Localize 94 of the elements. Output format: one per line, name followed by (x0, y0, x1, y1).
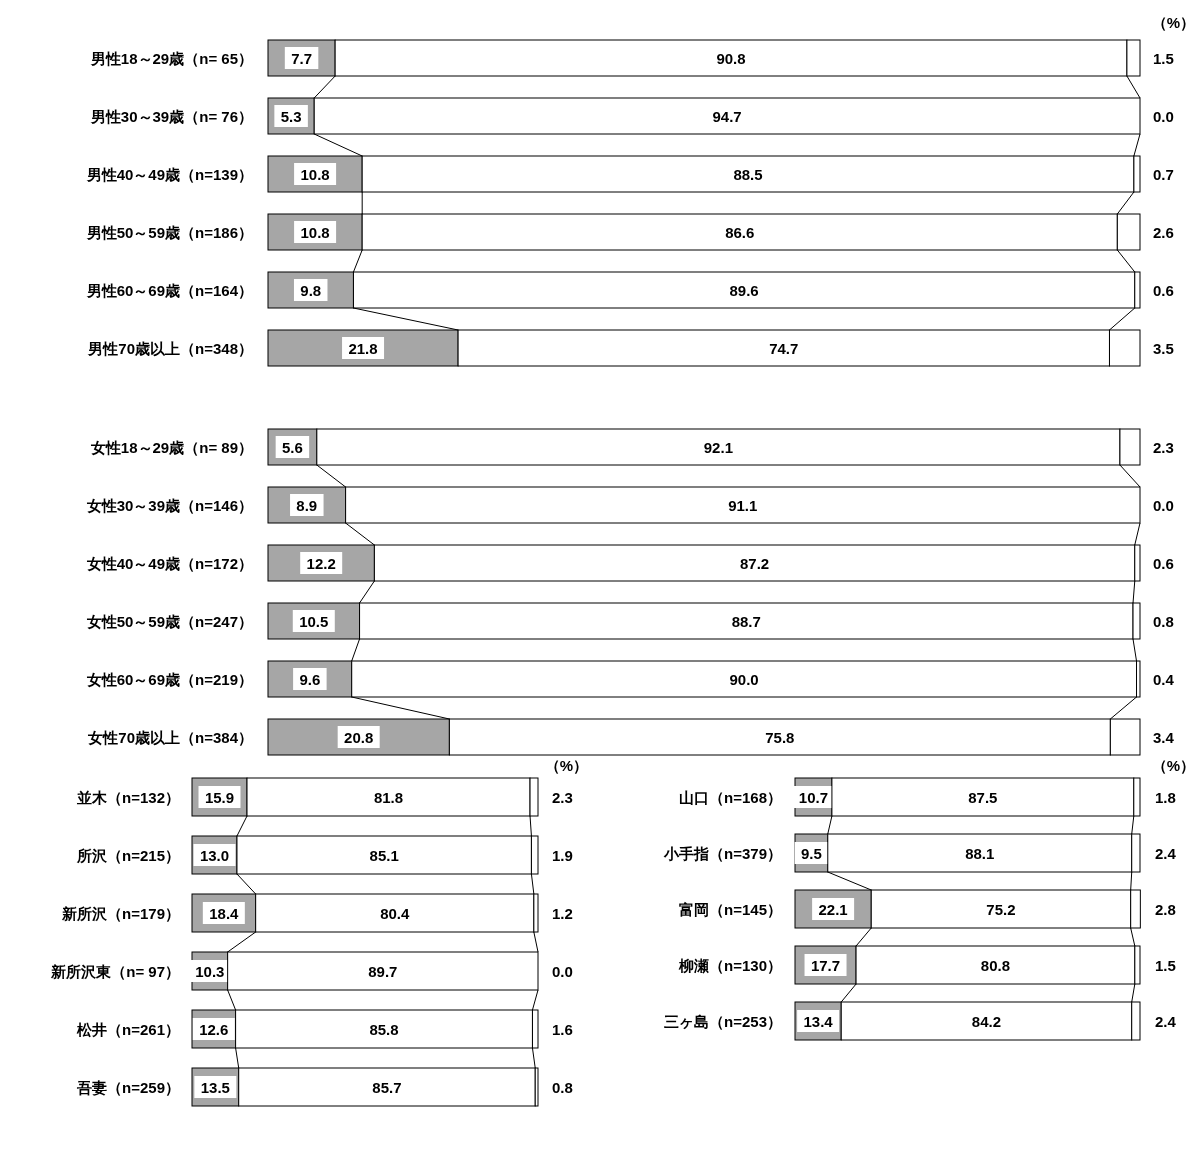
category-label: 女性30～39歳（n=146） (86, 496, 253, 514)
data-label: 1.5 (1153, 49, 1174, 67)
category-label: 女性50～59歳（n=247） (86, 612, 253, 630)
category-label: 男性30～39歳（n= 76） (90, 107, 253, 125)
data-label: 92.1 (703, 438, 733, 456)
data-label: 8.9 (296, 496, 318, 514)
data-label: 85.8 (369, 1020, 399, 1038)
data-label: 0.4 (1153, 670, 1174, 688)
data-label: 75.8 (765, 728, 795, 746)
data-label: 0.6 (1153, 554, 1174, 572)
data-label: 0.6 (1153, 281, 1174, 299)
data-label: 0.0 (1153, 496, 1174, 514)
data-label: 22.1 (818, 900, 848, 918)
category-label: 松井（n=261） (77, 1020, 180, 1038)
data-label: 13.4 (803, 1012, 833, 1030)
data-label: 90.0 (729, 670, 759, 688)
data-label: 80.4 (380, 904, 410, 922)
data-label: 2.4 (1155, 1012, 1176, 1030)
category-label: 女性60～69歳（n=219） (86, 670, 253, 688)
data-label: 18.4 (209, 904, 239, 922)
data-label: 89.6 (729, 281, 759, 299)
data-label: 91.1 (728, 496, 758, 514)
data-label: 0.0 (1153, 107, 1174, 125)
data-label: 1.2 (552, 904, 573, 922)
data-label: 2.8 (1155, 900, 1176, 918)
data-label: 10.7 (798, 788, 829, 806)
data-label: 88.7 (731, 612, 761, 630)
data-label: 17.7 (810, 956, 841, 974)
category-label: 男性70歳以上（n=348） (88, 339, 253, 357)
data-label: 5.6 (282, 438, 303, 456)
data-label: 86.6 (725, 223, 755, 241)
data-label: 7.7 (291, 49, 312, 67)
annotation: （%） (544, 756, 588, 774)
data-label: 5.3 (280, 107, 302, 125)
data-label: 9.6 (299, 670, 321, 688)
data-label: 87.2 (739, 554, 770, 572)
data-label: 1.6 (552, 1020, 573, 1038)
data-label: 3.4 (1153, 728, 1174, 746)
data-label: 10.5 (299, 612, 329, 630)
data-label: 89.7 (368, 962, 398, 980)
data-label: 0.8 (552, 1078, 573, 1096)
category-label: 男性40～49歳（n=139） (86, 165, 253, 183)
data-label: 85.1 (369, 846, 399, 864)
annotation: （%） (1151, 13, 1195, 31)
data-label: 9.5 (800, 844, 822, 862)
data-label: 12.2 (306, 554, 336, 572)
data-label: 21.8 (348, 339, 378, 357)
category-label: 新所沢（n=179） (62, 904, 180, 922)
data-label: 94.7 (712, 107, 742, 125)
data-label: 9.8 (300, 281, 322, 299)
data-label: 3.5 (1153, 339, 1174, 357)
data-label: 13.5 (200, 1078, 230, 1096)
data-label: 10.8 (300, 223, 330, 241)
data-label: 2.3 (1153, 438, 1174, 456)
category-label: 男性50～59歳（n=186） (86, 223, 253, 241)
data-label: 13.0 (199, 846, 230, 864)
data-label: 1.9 (552, 846, 573, 864)
data-label: 88.5 (733, 165, 763, 183)
data-label: 2.3 (552, 788, 573, 806)
data-label: 75.2 (986, 900, 1016, 918)
data-label: 0.0 (552, 962, 573, 980)
category-label: 女性40～49歳（n=172） (86, 554, 253, 572)
category-label: 所沢（n=215） (77, 846, 180, 864)
data-label: 1.5 (1155, 956, 1176, 974)
category-label: 三ヶ島（n=253） (664, 1012, 782, 1030)
data-label: 15.9 (204, 788, 235, 806)
category-label: 山口（n=168） (679, 788, 782, 806)
data-label: 74.7 (769, 339, 799, 357)
category-label: 柳瀬（n=130） (679, 956, 782, 974)
category-label: 男性18～29歳（n= 65） (90, 49, 253, 67)
data-label: 87.5 (968, 788, 998, 806)
data-label: 0.8 (1153, 612, 1174, 630)
data-label: 88.1 (965, 844, 995, 862)
data-label: 10.8 (300, 165, 330, 183)
category-label: 新所沢東（n= 97） (51, 962, 180, 980)
data-label: 2.6 (1153, 223, 1174, 241)
data-label: 2.4 (1155, 844, 1176, 862)
category-label: 吾妻（n=259） (77, 1078, 180, 1096)
data-label: 1.8 (1155, 788, 1176, 806)
category-label: 富岡（n=145） (679, 900, 782, 918)
data-label: 90.8 (716, 49, 746, 67)
category-label: 女性18～29歳（n= 89） (90, 438, 253, 456)
data-label: 81.8 (373, 788, 404, 806)
data-label: 20.8 (344, 728, 374, 746)
annotation: （%） (1151, 756, 1195, 774)
category-label: 小手指（n=379） (664, 844, 782, 862)
category-label: 男性60～69歳（n=164） (86, 281, 253, 299)
data-label: 85.7 (372, 1078, 402, 1096)
data-label: 84.2 (971, 1012, 1002, 1030)
data-label: 80.8 (980, 956, 1011, 974)
data-label: 12.6 (199, 1020, 229, 1038)
data-label: 0.7 (1153, 165, 1174, 183)
category-label: 並木（n=132） (77, 788, 180, 806)
category-label: 女性70歳以上（n=384） (88, 728, 253, 746)
